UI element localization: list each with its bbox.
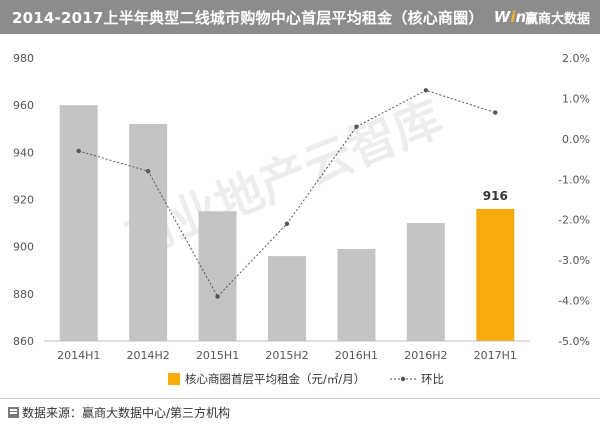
- brand-name: 赢商大数据: [524, 11, 590, 27]
- right-tick-label: -2.0%: [558, 214, 590, 227]
- chart: 商业地产云智库 860 880 900 920 940 960 980 -5.0% -4.0%…: [13, 52, 590, 386]
- line-point-2014H1: [76, 148, 81, 154]
- bar-series: [59, 105, 515, 342]
- bar-2015H1: [198, 211, 237, 341]
- x-axis: 2014H1 2014H2 2015H1 2015H2 2016H1 2016H2 2017…: [44, 340, 530, 362]
- x-tick-label: 2017H1: [474, 349, 517, 362]
- footer: 数据来源：赢商大数据中心/第三方机构: [0, 398, 600, 425]
- line-point-2015H1: [215, 294, 220, 299]
- right-tick-label: 0.0%: [562, 133, 590, 146]
- right-axis: -5.0% -4.0% -3.0% -2.0% -1.0% 0.0% 1.0% 2.0%: [558, 52, 590, 348]
- x-tick-label: 2015H1: [196, 349, 239, 362]
- right-tick-label: 1.0%: [562, 92, 590, 105]
- left-tick-label: 920: [13, 194, 34, 207]
- line-point-2017H1: [493, 110, 498, 115]
- right-tick-label: -4.0%: [558, 295, 590, 308]
- legend-line-marker: [400, 376, 406, 382]
- line-point-2016H2: [423, 88, 429, 93]
- source-text: 数据来源：赢商大数据中心/第三方机构: [22, 405, 231, 420]
- data-labels: 916: [483, 189, 508, 203]
- bar-2014H1: [59, 105, 98, 342]
- line-point-2015H2: [284, 221, 290, 226]
- x-tick-label: 2014H2: [127, 349, 170, 362]
- x-tick-label: 2014H1: [57, 349, 100, 362]
- legend-line-label: 环比: [421, 372, 444, 386]
- left-tick-label: 900: [13, 241, 34, 254]
- line-point-2014H2: [145, 169, 151, 174]
- bar-2016H1: [337, 249, 376, 341]
- line-point-2016H1: [354, 124, 359, 129]
- left-tick-label: 960: [13, 99, 34, 112]
- left-axis: 860 880 900 920 940 960 980: [13, 52, 34, 348]
- left-tick-label: 980: [13, 52, 34, 65]
- left-tick-label: 880: [13, 288, 34, 301]
- watermark: 商业地产云智库: [118, 90, 451, 268]
- bar-2016H2: [406, 223, 445, 341]
- right-tick-label: -1.0%: [558, 173, 590, 186]
- bar-2014H2: [129, 124, 168, 342]
- data-label-2017H1: 916: [483, 189, 508, 203]
- x-tick-label: 2016H2: [404, 349, 447, 362]
- right-tick-label: 2.0%: [562, 52, 590, 65]
- bar-2017H1: [476, 208, 515, 341]
- legend-bar-label: 核心商圈首层平均租金（元/㎡/月）: [185, 372, 365, 386]
- line-series: [76, 88, 498, 299]
- right-tick-label: -3.0%: [558, 254, 590, 267]
- legend-bar-swatch: [168, 373, 180, 385]
- legend: 核心商圈首层平均租金（元/㎡/月） 环比: [168, 372, 444, 386]
- x-tick-label: 2016H1: [335, 349, 378, 362]
- bar-2015H2: [268, 256, 306, 341]
- source-icon: [8, 406, 19, 418]
- x-tick-label: 2015H2: [265, 349, 308, 362]
- chart-title: 2014-2017上半年典型二线城市购物中心首层平均租金（核心商圈）: [12, 8, 484, 27]
- left-tick-label: 940: [13, 146, 34, 159]
- right-tick-label: -5.0%: [558, 335, 590, 348]
- left-tick-label: 860: [13, 335, 34, 348]
